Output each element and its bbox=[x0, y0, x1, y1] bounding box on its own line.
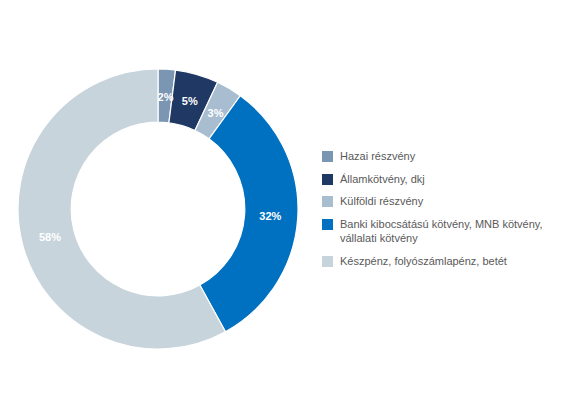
html-text:Banki kibocsátású kötvény, MNB: Banki kibocsátású kötvény, MNB kötvény, … bbox=[340, 218, 543, 244]
svg-text:2%: 2% bbox=[158, 91, 174, 103]
svg-text:5%: 5% bbox=[182, 95, 198, 107]
html-text:Hazai részvény: Hazai részvény bbox=[340, 149, 416, 162]
html-text:Külföldi részvény: Külföldi részvény bbox=[340, 195, 424, 208]
svg-text:32%: 32% bbox=[259, 210, 281, 222]
svg-text:3%: 3% bbox=[208, 107, 224, 119]
html-text:Készpénz, folyószámlapénz, bet: Készpénz, folyószámlapénz, betét bbox=[340, 254, 507, 267]
svg-text:58%: 58% bbox=[39, 231, 61, 243]
html-text:Államkötvény, dkj: Államkötvény, dkj bbox=[340, 172, 425, 185]
